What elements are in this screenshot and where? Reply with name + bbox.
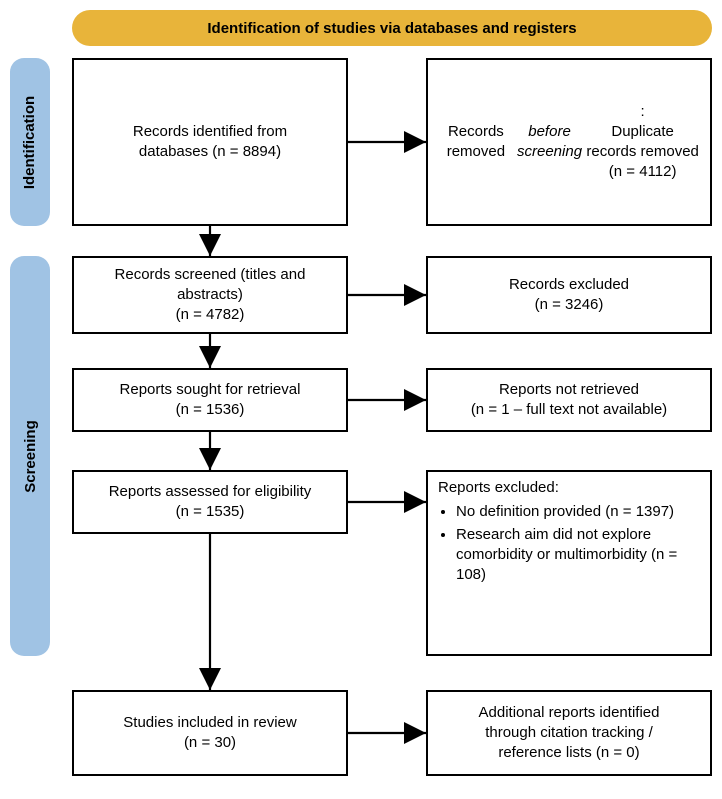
phase-identification-label: Identification (22, 95, 39, 188)
box-additional-reports: Additional reports identifiedthrough cit… (426, 690, 712, 776)
box-reports-not-retrieved: Reports not retrieved(n = 1 – full text … (426, 368, 712, 432)
banner-title: Identification of studies via databases … (72, 10, 712, 46)
box-records-removed: Records removed before screening:Duplica… (426, 58, 712, 226)
box-reports-assessed: Reports assessed for eligibility(n = 153… (72, 470, 348, 534)
phase-identification: Identification (10, 58, 50, 226)
box-records-identified: Records identified fromdatabases (n = 88… (72, 58, 348, 226)
phase-screening-label: Screening (22, 420, 39, 493)
box-records-screened: Records screened (titles andabstracts)(n… (72, 256, 348, 334)
box-studies-included: Studies included in review(n = 30) (72, 690, 348, 776)
box-reports-sought: Reports sought for retrieval(n = 1536) (72, 368, 348, 432)
box-records-excluded: Records excluded(n = 3246) (426, 256, 712, 334)
box-reports-excluded: Reports excluded:No definition provided … (426, 470, 712, 656)
phase-screening: Screening (10, 256, 50, 656)
prisma-flowchart: Identification of studies via databases … (10, 10, 712, 789)
